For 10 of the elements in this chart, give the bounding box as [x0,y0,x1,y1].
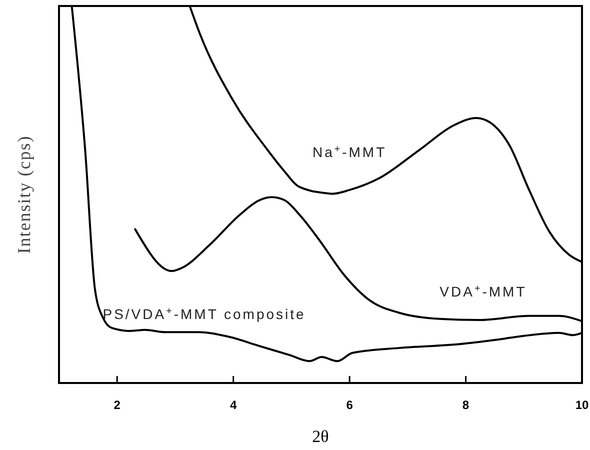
series-label: VDA$^{+}$-MMT [440,282,527,300]
x-axis-title: 2θ [312,427,329,446]
x-tick-label: 2 [114,398,121,412]
series-label: Na$^{+}$-MMT [312,143,387,160]
x-tick-label: 6 [346,398,354,412]
series-label: PS/VDA$^{+}$-MMT composite [102,305,306,322]
x-tick-label: 8 [462,398,470,412]
y-axis-title: Intensity (cps) [14,135,34,254]
x-tick-label: 4 [230,398,237,412]
x-tick-label: 10 [575,398,589,412]
